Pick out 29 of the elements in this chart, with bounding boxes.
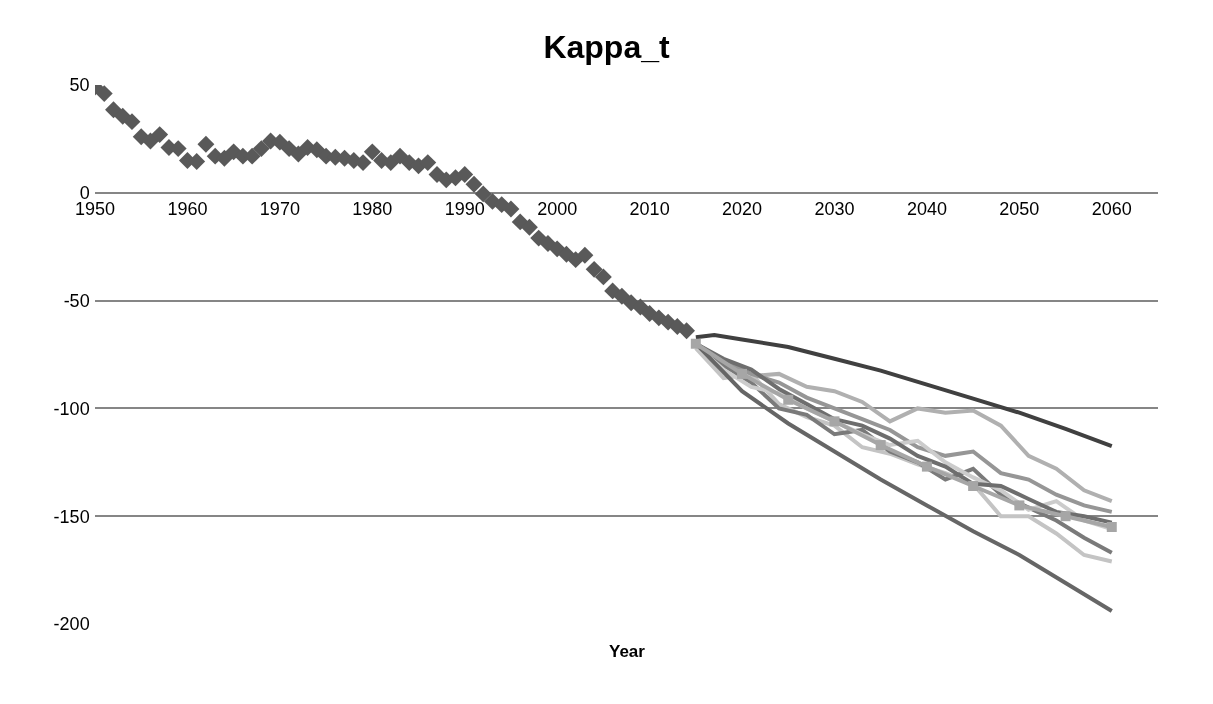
point bbox=[690, 338, 701, 349]
x-tick-label: 2000 bbox=[537, 199, 578, 220]
point bbox=[1060, 511, 1071, 522]
x-tick-label: 2020 bbox=[722, 199, 763, 220]
x-tick-label: 2040 bbox=[906, 199, 947, 220]
y-tick-label: -50 bbox=[63, 290, 90, 311]
x-tick-label: 2060 bbox=[1091, 199, 1132, 220]
point bbox=[829, 416, 840, 427]
point bbox=[875, 440, 886, 451]
point bbox=[783, 394, 794, 405]
point bbox=[737, 368, 748, 379]
y-tick-label: -150 bbox=[53, 506, 90, 527]
x-tick-label: 2030 bbox=[814, 199, 855, 220]
x-axis-title: Year bbox=[609, 642, 646, 661]
point bbox=[921, 461, 932, 472]
point bbox=[968, 481, 979, 492]
x-tick-label: 1990 bbox=[444, 199, 485, 220]
x-tick-label: 1960 bbox=[167, 199, 208, 220]
x-tick-label: 1980 bbox=[352, 199, 393, 220]
point bbox=[1106, 521, 1117, 532]
x-tick-label: 1950 bbox=[74, 199, 116, 220]
x-tick-label: 1970 bbox=[259, 199, 300, 220]
x-tick-label: 2050 bbox=[999, 199, 1040, 220]
x-tick-label: 2010 bbox=[629, 199, 670, 220]
y-tick-label: -100 bbox=[53, 398, 90, 419]
y-tick-label: -200 bbox=[53, 614, 90, 635]
y-tick-label: 50 bbox=[69, 75, 90, 96]
chart-title: Kappa_t bbox=[543, 28, 670, 65]
point bbox=[1014, 500, 1025, 511]
